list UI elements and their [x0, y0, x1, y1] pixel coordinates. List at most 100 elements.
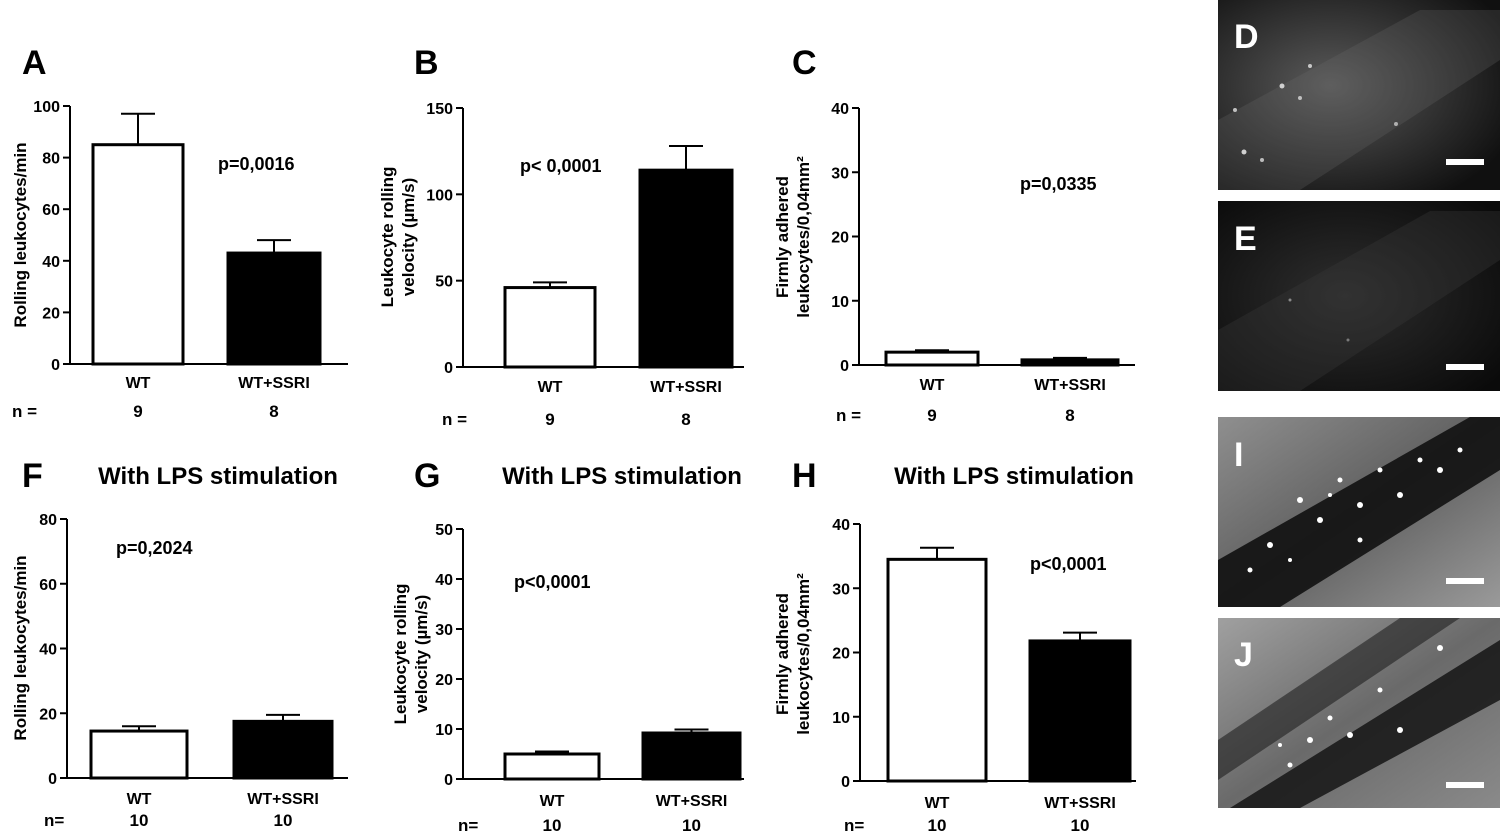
y-tick-label: 100	[33, 99, 60, 116]
n-value: 9	[133, 402, 142, 421]
scale-bar	[1446, 578, 1484, 584]
chart-title: With LPS stimulation	[98, 463, 338, 490]
n-value: 8	[269, 402, 278, 421]
category-label: WT	[920, 377, 945, 394]
category-label: WT	[540, 793, 565, 810]
y-tick-label: 20	[39, 706, 57, 723]
y-tick-label: 60	[42, 202, 60, 219]
p-value: p=0,0016	[218, 154, 295, 174]
n-value: 8	[1065, 406, 1074, 425]
y-tick-label: 0	[444, 360, 453, 377]
y-tick-label: 40	[39, 642, 57, 659]
p-value: p< 0,0001	[520, 156, 602, 176]
n-label: n =	[836, 406, 861, 425]
n-value: 10	[682, 816, 701, 833]
chart-a: 0 20 40 60 80 100 WT 9 WT+SSRI 8 n = p=0,0016 Rollin…	[11, 99, 348, 421]
micrograph-label-i: I	[1234, 436, 1243, 474]
chart-title: With LPS stimulation	[894, 463, 1134, 490]
category-label: WT	[538, 379, 563, 396]
y-tick-label: 40	[435, 572, 453, 589]
bar-wt	[884, 350, 980, 367]
panel-letter-h: H	[792, 457, 817, 495]
bar-wt	[503, 286, 597, 369]
chart-title: With LPS stimulation	[502, 463, 742, 490]
p-value: p<0,0001	[1030, 554, 1107, 574]
p-value: p<0,0001	[514, 572, 591, 592]
micrograph-d: D	[1218, 0, 1500, 190]
panel-letter-g: G	[414, 457, 440, 495]
n-value: 9	[545, 410, 554, 429]
micrograph-label-e: E	[1234, 220, 1257, 258]
n-value: 10	[274, 811, 293, 830]
y-axis-label: Firmly adhered leukocytes/0,04mm²	[773, 573, 813, 735]
y-tick-label: 50	[435, 274, 453, 291]
y-axis-label-line: Firmly adhered	[773, 176, 792, 298]
category-label: WT	[126, 375, 151, 392]
n-label: n=	[44, 811, 64, 830]
bar-wt-ssri	[226, 251, 322, 366]
category-label: WT+SSRI	[247, 791, 319, 808]
micrograph-e: E	[1218, 201, 1500, 391]
n-value: 10	[543, 816, 562, 833]
y-axis-label-line: Leukocyte rolling	[378, 167, 397, 308]
y-tick-label: 10	[831, 294, 849, 311]
p-value: p=0,2024	[116, 538, 193, 558]
bar-wt-ssri	[1028, 639, 1132, 783]
chart-g: 0 10 20 30 40 50 WT 10 WT+SSRI 10 n= p<0,0001 Leukoc…	[391, 463, 744, 833]
category-label: WT+SSRI	[1034, 377, 1106, 394]
y-axis-label-line: Rolling leukocytes/min	[11, 555, 30, 740]
bar-wt-ssri	[641, 731, 742, 781]
category-label: WT+SSRI	[1044, 795, 1116, 812]
y-tick-label: 30	[435, 622, 453, 639]
bar-wt	[886, 557, 988, 783]
y-tick-label: 60	[39, 577, 57, 594]
panel-letter-c: C	[792, 44, 817, 82]
bar-wt-ssri	[232, 719, 334, 780]
chart-c: 0 10 20 30 40 WT 9 WT+SSRI 8 n = p=0,0335 Firmly ad…	[773, 101, 1135, 425]
n-value: 10	[1071, 816, 1090, 833]
n-value: 9	[927, 406, 936, 425]
category-label: WT	[925, 795, 950, 812]
n-label: n=	[844, 816, 864, 833]
y-tick-label: 20	[435, 672, 453, 689]
y-axis-label: Firmly adhered leukocytes/0,04mm²	[773, 156, 813, 318]
scale-bar	[1446, 364, 1484, 370]
category-label: WT+SSRI	[238, 375, 310, 392]
y-tick-label: 40	[831, 101, 849, 118]
y-tick-label: 0	[48, 771, 57, 788]
bar-wt	[91, 143, 185, 366]
category-label: WT+SSRI	[650, 379, 722, 396]
y-tick-label: 20	[832, 646, 850, 663]
micrograph-j: J	[1218, 618, 1500, 808]
micrograph-label-j: J	[1234, 636, 1253, 674]
panel-letter-b: B	[414, 44, 439, 82]
y-axis-label-line: Rolling leukocytes/min	[11, 142, 30, 327]
n-value: 10	[928, 816, 947, 833]
y-tick-label: 30	[832, 581, 850, 598]
n-label: n=	[458, 816, 478, 833]
scale-bar	[1446, 159, 1484, 165]
y-tick-label: 0	[51, 357, 60, 374]
p-value: p=0,0335	[1020, 174, 1097, 194]
y-axis-label-line: leukocytes/0,04mm²	[794, 573, 813, 735]
bar-wt	[89, 729, 189, 780]
y-tick-label: 0	[840, 358, 849, 375]
y-axis-label: Leukocyte rolling velocity (µm/s)	[378, 167, 418, 308]
chart-f: 0 20 40 60 80 WT 10 WT+SSRI 10 n= p=0,2024 Rolling …	[11, 463, 348, 830]
bar-wt	[503, 752, 601, 781]
y-axis-label-line: velocity (µm/s)	[412, 595, 431, 713]
y-tick-label: 50	[435, 522, 453, 539]
y-axis-label-line: Firmly adhered	[773, 593, 792, 715]
y-tick-label: 150	[426, 101, 453, 118]
y-tick-label: 40	[832, 517, 850, 534]
y-tick-label: 80	[42, 151, 60, 168]
panel-letter-a: A	[22, 44, 47, 82]
chart-h: 0 10 20 30 40 WT 10 WT+SSRI 10 n= p<0,0001 Firmly a…	[773, 463, 1136, 833]
panel-letter-f: F	[22, 457, 43, 495]
n-label: n =	[12, 402, 37, 421]
micrograph-i: I	[1218, 417, 1500, 607]
n-value: 8	[681, 410, 690, 429]
y-tick-label: 0	[841, 774, 850, 791]
